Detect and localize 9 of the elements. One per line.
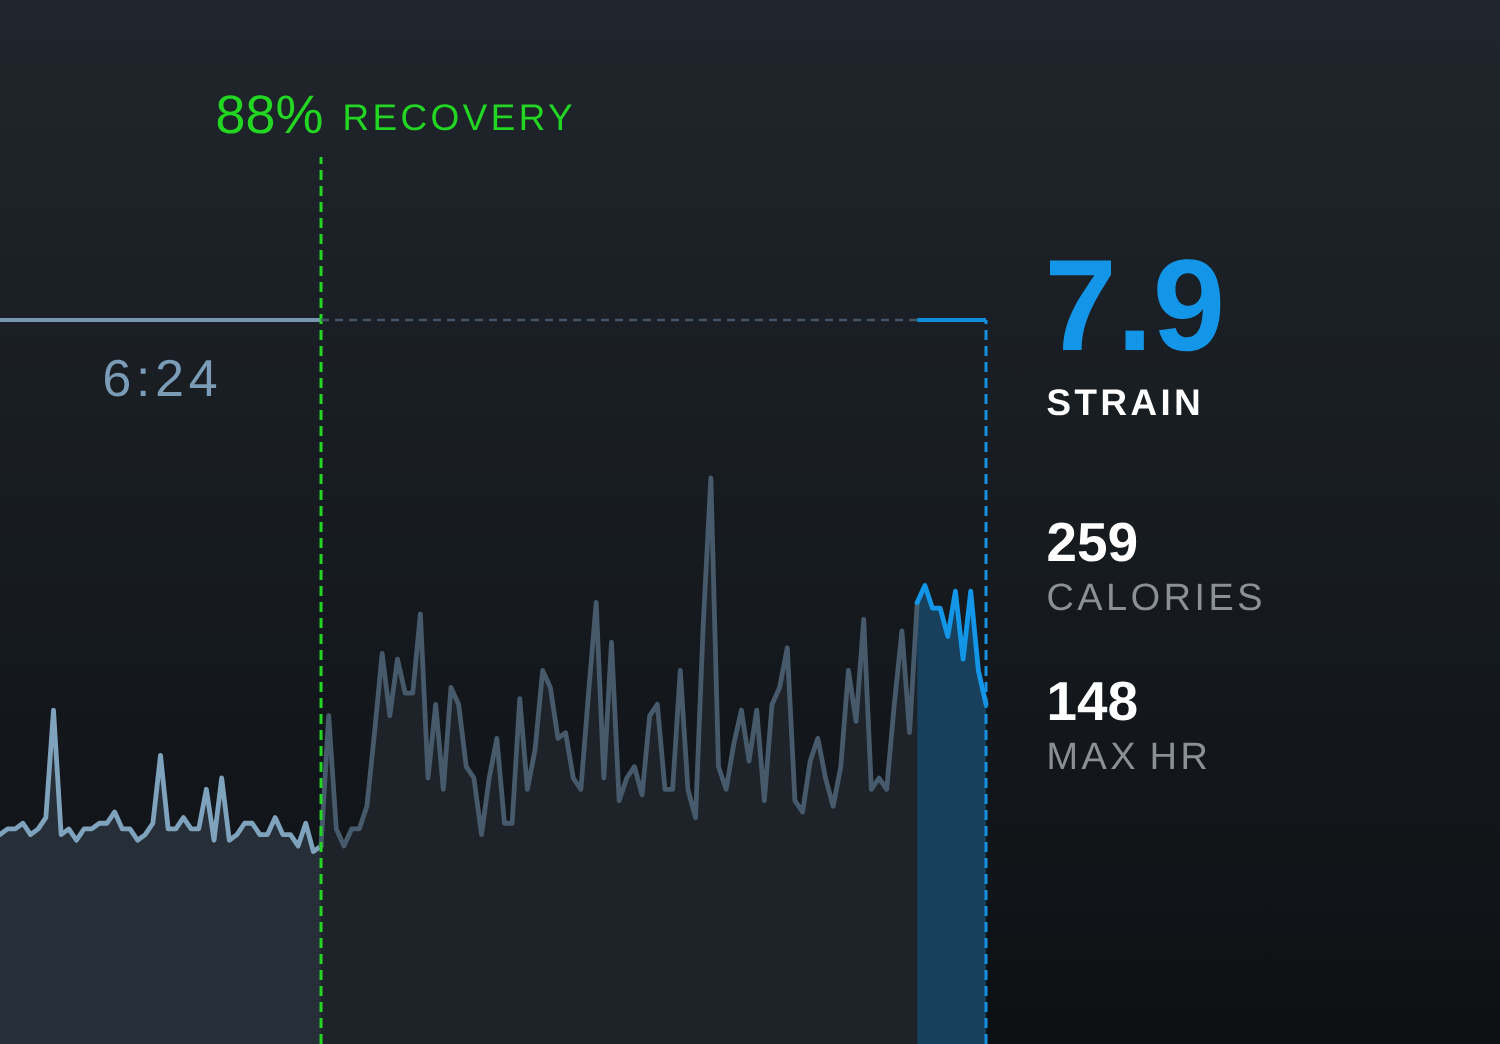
- text: 148: [1049, 681, 1137, 721]
- text: RECOVERY: [345, 104, 572, 131]
- text: 259: [1048, 522, 1137, 562]
- text: 6:24: [105, 359, 217, 397]
- text: CALORIES: [1048, 583, 1261, 611]
- text: 88%: [217, 95, 322, 134]
- text: MAX HR: [1049, 742, 1207, 769]
- text: 7.9: [1050, 259, 1221, 352]
- text: STRAIN: [1047, 389, 1199, 416]
